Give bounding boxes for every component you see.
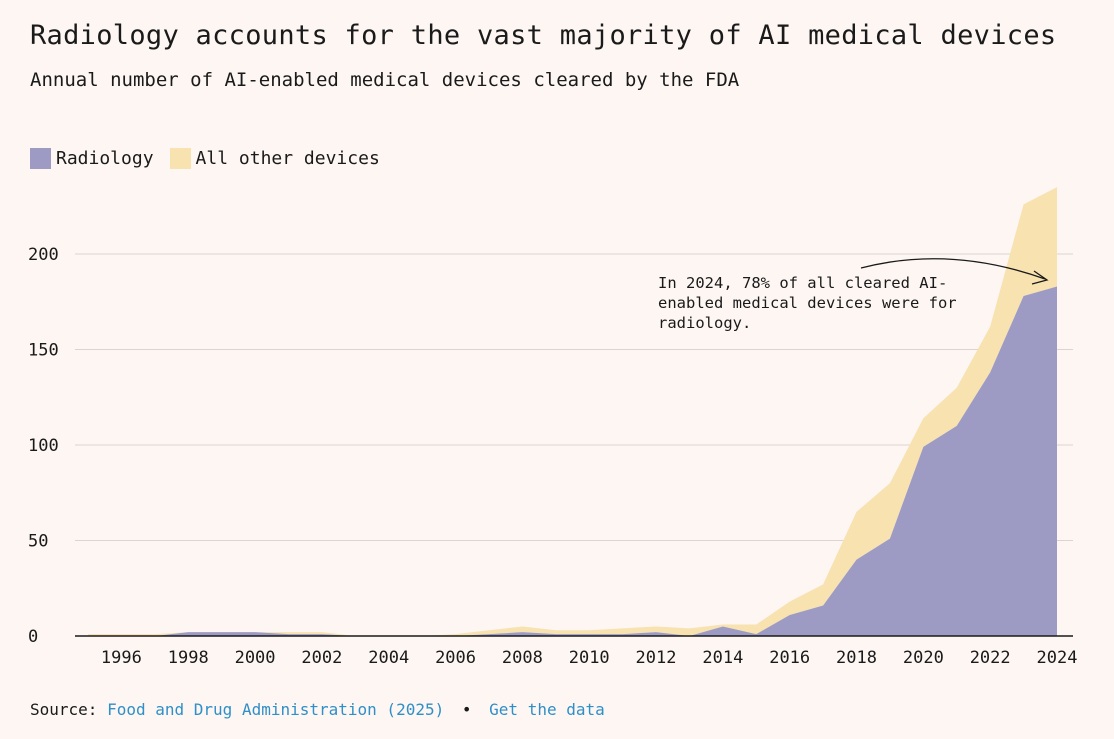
- annotation-arrowhead: [1031, 270, 1049, 285]
- source-link[interactable]: Food and Drug Administration (2025): [107, 700, 445, 719]
- get-data-link[interactable]: Get the data: [489, 700, 605, 719]
- x-tick-label-2002: 2002: [301, 648, 342, 668]
- x-tick-label-2010: 2010: [569, 648, 610, 668]
- chart-areas: [88, 187, 1057, 636]
- legend-label-other: All other devices: [195, 148, 380, 169]
- x-tick-label-1996: 1996: [101, 648, 142, 668]
- legend-label-radiology: Radiology: [56, 148, 154, 169]
- y-tick-label-50: 50: [28, 532, 48, 552]
- y-tick-label-150: 150: [28, 341, 59, 361]
- annotation-line-3: radiology.: [658, 314, 751, 332]
- x-tick-label-2006: 2006: [435, 648, 476, 668]
- annotation-line-1: In 2024, 78% of all cleared AI-: [658, 274, 947, 292]
- y-tick-label-200: 200: [28, 245, 59, 265]
- chart-legend: Radiology All other devices: [30, 148, 396, 169]
- legend-swatch-other: [169, 148, 191, 169]
- area-radiology: [88, 286, 1057, 636]
- y-tick-label-0: 0: [28, 627, 38, 647]
- x-tick-label-2014: 2014: [702, 648, 743, 668]
- annotation-line-2: enabled medical devices were for: [658, 294, 957, 312]
- x-tick-label-2022: 2022: [970, 648, 1011, 668]
- annotation-group: In 2024, 78% of all cleared AI-enabled m…: [658, 258, 1049, 332]
- x-tick-label-2008: 2008: [502, 648, 543, 668]
- source-prefix: Source:: [30, 700, 98, 719]
- chart-subtitle: Annual number of AI-enabled medical devi…: [30, 69, 740, 91]
- legend-swatch-radiology: [30, 148, 51, 169]
- annotation-arrow: [860, 258, 1046, 280]
- chart-axes: 0 50 100 150 200 1996 1998 2000 2002 2004 2006 2008…: [28, 245, 1077, 668]
- chart-title: Radiology accounts for the vast majority…: [30, 20, 1057, 51]
- legend-item-other[interactable]: All other devices: [169, 148, 380, 169]
- x-tick-label-2004: 2004: [368, 648, 409, 668]
- x-tick-label-2018: 2018: [836, 648, 877, 668]
- x-tick-label-2016: 2016: [769, 648, 810, 668]
- source-separator: •: [461, 700, 472, 719]
- x-tick-label-2020: 2020: [903, 648, 944, 668]
- x-tick-label-2000: 2000: [235, 648, 276, 668]
- x-tick-label-2012: 2012: [636, 648, 677, 668]
- x-tick-label-1998: 1998: [168, 648, 209, 668]
- legend-item-radiology[interactable]: Radiology: [30, 148, 154, 169]
- y-tick-label-100: 100: [28, 436, 59, 456]
- source-line: Source: Food and Drug Administration (20…: [30, 700, 605, 719]
- x-tick-label-2024: 2024: [1037, 648, 1078, 668]
